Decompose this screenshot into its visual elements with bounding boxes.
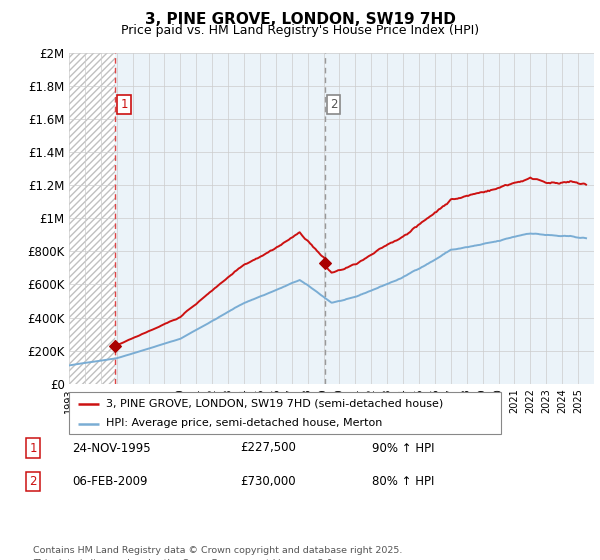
Text: £227,500: £227,500 xyxy=(240,441,296,455)
Text: 2: 2 xyxy=(29,475,37,488)
Point xyxy=(110,342,120,351)
Text: Price paid vs. HM Land Registry's House Price Index (HPI): Price paid vs. HM Land Registry's House … xyxy=(121,24,479,36)
Text: 90% ↑ HPI: 90% ↑ HPI xyxy=(372,441,434,455)
Text: 80% ↑ HPI: 80% ↑ HPI xyxy=(372,475,434,488)
Text: HPI: Average price, semi-detached house, Merton: HPI: Average price, semi-detached house,… xyxy=(106,418,382,428)
Text: 2: 2 xyxy=(330,98,337,111)
Text: 06-FEB-2009: 06-FEB-2009 xyxy=(72,475,148,488)
Text: £730,000: £730,000 xyxy=(240,475,296,488)
FancyBboxPatch shape xyxy=(69,392,501,434)
Point xyxy=(320,259,330,268)
Text: 24-NOV-1995: 24-NOV-1995 xyxy=(72,441,151,455)
Bar xyxy=(69,53,115,384)
Text: 3, PINE GROVE, LONDON, SW19 7HD: 3, PINE GROVE, LONDON, SW19 7HD xyxy=(145,12,455,27)
Text: 3, PINE GROVE, LONDON, SW19 7HD (semi-detached house): 3, PINE GROVE, LONDON, SW19 7HD (semi-de… xyxy=(106,399,443,409)
Text: 1: 1 xyxy=(29,441,37,455)
Text: Contains HM Land Registry data © Crown copyright and database right 2025.
This d: Contains HM Land Registry data © Crown c… xyxy=(33,546,403,560)
Text: 1: 1 xyxy=(120,98,128,111)
